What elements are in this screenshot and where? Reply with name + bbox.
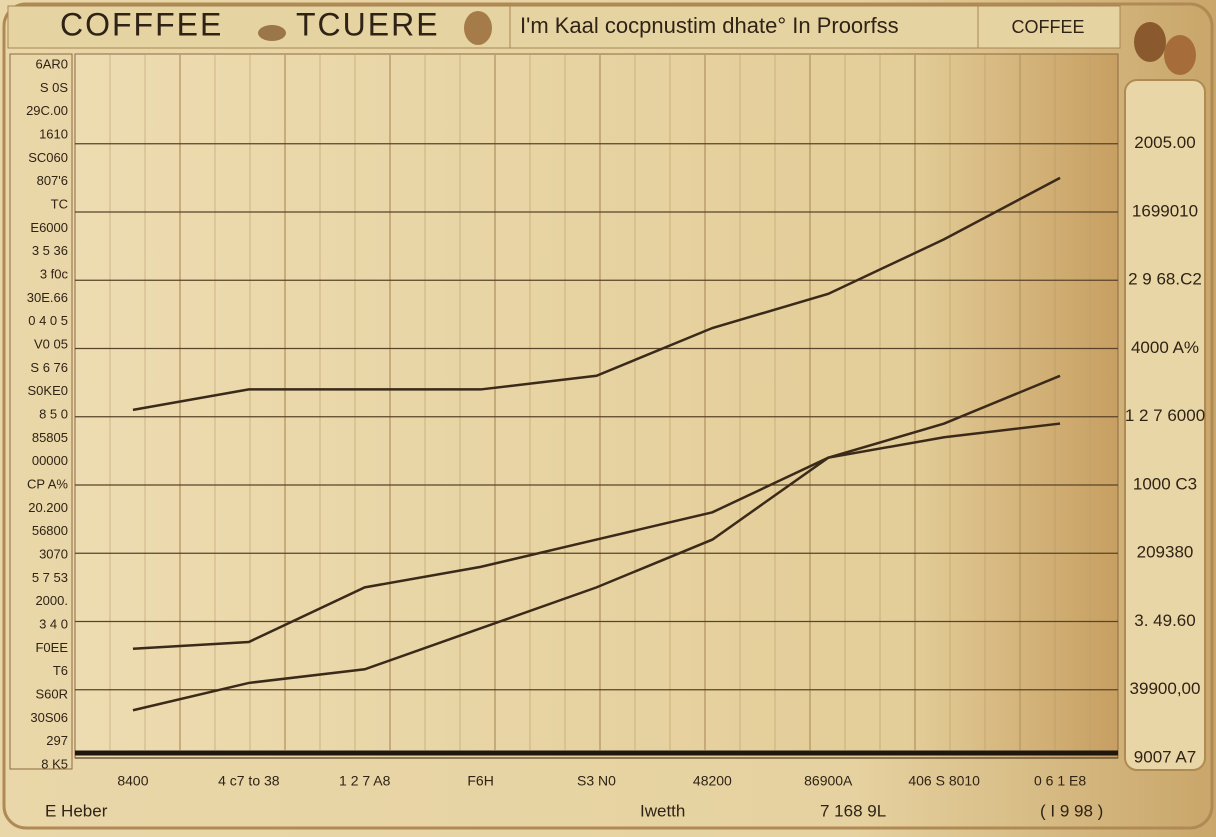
series-line xyxy=(132,374,1061,651)
header-bar xyxy=(7,5,1121,49)
left-label: TC xyxy=(51,196,68,211)
left-label: 2000. xyxy=(35,593,68,608)
left-label: 807'6 xyxy=(37,173,68,188)
y-tick-label: 1 2 7 6000 xyxy=(1125,406,1205,425)
left-label: 0 4 0 5 xyxy=(28,313,68,328)
left-label: 3 f0c xyxy=(40,266,69,281)
y-tick-label: 9007 A7 xyxy=(1134,747,1196,766)
left-label: 30E.66 xyxy=(27,290,68,305)
plot-area xyxy=(74,53,1119,759)
right-panel xyxy=(1124,79,1206,771)
left-label: 1610 xyxy=(39,126,68,141)
y-tick-label: 2005.00 xyxy=(1134,133,1195,152)
y-tick-label: 3. 49.60 xyxy=(1134,611,1195,630)
x-tick-label: 1 2 7 A8 xyxy=(339,773,391,789)
left-label: 3 5 36 xyxy=(32,243,68,258)
bean-icon xyxy=(464,11,492,45)
footer-label: E Heber xyxy=(45,801,108,820)
x-tick-label: 8400 xyxy=(117,773,148,789)
bean-icon xyxy=(258,25,286,41)
x-tick-label: 48200 xyxy=(693,773,732,789)
series-line xyxy=(132,422,1061,712)
x-tick-label: 406 S 8010 xyxy=(908,773,980,789)
series-line xyxy=(132,176,1061,412)
y-tick-label: 1000 C3 xyxy=(1133,474,1197,493)
left-label: S 6 76 xyxy=(30,360,68,375)
left-label: 3070 xyxy=(39,546,68,561)
footer-label: 7 168 9L xyxy=(820,801,886,820)
left-label: E6000 xyxy=(30,220,68,235)
footer-label: Iwetth xyxy=(640,801,685,820)
left-label: V0 05 xyxy=(34,336,68,351)
left-label: S0KE0 xyxy=(28,383,68,398)
left-label: 20.200 xyxy=(28,500,68,515)
y-tick-label: 209380 xyxy=(1137,543,1194,562)
x-tick-label: 4 c7 to 38 xyxy=(218,773,280,789)
x-tick-label: 86900A xyxy=(804,773,853,789)
left-panel xyxy=(9,53,73,770)
left-label: CP A% xyxy=(27,476,68,491)
left-label: 85805 xyxy=(32,430,68,445)
x-tick-label: F6H xyxy=(467,773,493,789)
left-label: 00000 xyxy=(32,453,68,468)
chart-subtitle: TCUERE xyxy=(296,6,440,42)
left-label: 8 K5 xyxy=(41,756,68,771)
x-tick-label: S3 N0 xyxy=(577,773,616,789)
bean-icon xyxy=(1134,22,1166,62)
left-label: 29C.00 xyxy=(26,103,68,118)
chart-heading: I'm Kaal cocpnustim dhate° In Proorfss xyxy=(520,13,899,38)
left-label: 5 7 53 xyxy=(32,570,68,585)
chart-title: COFFFEE xyxy=(60,6,223,42)
left-label: 297 xyxy=(46,733,68,748)
y-tick-label: 39900,00 xyxy=(1130,679,1201,698)
left-label: 3 4 0 xyxy=(39,616,68,631)
y-tick-label: 2 9 68.C2 xyxy=(1128,270,1202,289)
y-tick-label: 4000 A% xyxy=(1131,338,1199,357)
left-label: 30S06 xyxy=(30,710,68,725)
left-label: 8 5 0 xyxy=(39,406,68,421)
x-tick-label: 0 6 1 E8 xyxy=(1034,773,1086,789)
bean-icon xyxy=(1164,35,1196,75)
left-label: F0EE xyxy=(35,640,68,655)
y-tick-label: 1699010 xyxy=(1132,201,1198,220)
left-label: 6AR0 xyxy=(35,56,68,71)
left-label: T6 xyxy=(53,663,68,678)
left-label: SC060 xyxy=(28,150,68,165)
left-label: S 0S xyxy=(40,80,69,95)
left-label: S60R xyxy=(35,686,68,701)
badge: COFFEE xyxy=(1011,17,1084,37)
left-label: 56800 xyxy=(32,523,68,538)
footer-label: ( I 9 98 ) xyxy=(1040,801,1103,820)
